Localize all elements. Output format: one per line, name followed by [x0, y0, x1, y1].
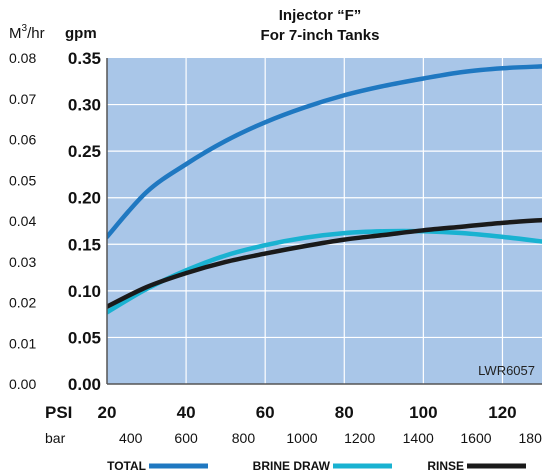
m3-tick-label: 0.07: [9, 91, 36, 107]
m3-tick-label: 0.00: [9, 376, 36, 392]
gpm-tick-label: 0.20: [68, 189, 101, 208]
psi-tick-label: 100: [409, 403, 437, 422]
gpm-tick-label: 0.00: [68, 375, 101, 394]
m3-tick-label: 0.08: [9, 50, 36, 66]
psi-tick-label: 80: [335, 403, 354, 422]
y-unit-gpm-label: gpm: [65, 25, 97, 42]
bar-tick-label: 800: [232, 430, 256, 446]
psi-tick-label: 40: [177, 403, 196, 422]
chart-title-line-2: For 7-inch Tanks: [261, 27, 380, 44]
axis-ticks: 0.00 0.05 0.10 0.15 0.20 0.25 0.30 0.35 0.00 0.01…: [9, 49, 542, 446]
legend: TOTAL BRINE DRAW RINSE: [107, 459, 526, 473]
gpm-tick-label: 0.35: [68, 49, 101, 68]
bar-tick-label: 1000: [286, 430, 317, 446]
legend-label-rinse: RINSE: [427, 459, 464, 473]
bar-tick-label: 1600: [460, 430, 491, 446]
psi-tick-label: 120: [488, 403, 516, 422]
x-axis-name-psi: PSI: [45, 403, 72, 422]
bar-tick-label: 1400: [403, 430, 434, 446]
m3-tick-label: 0.03: [9, 254, 36, 270]
m3-tick-label: 0.01: [9, 335, 36, 351]
legend-label-total: TOTAL: [107, 459, 146, 473]
series-line-rinse: [107, 217, 542, 309]
gpm-tick-label: 0.10: [68, 282, 101, 301]
m3-tick-label: 0.04: [9, 213, 36, 229]
bar-tick-label: 600: [174, 430, 198, 446]
chart-title-line-1: Injector “F”: [279, 7, 362, 24]
m3-tick-label: 0.05: [9, 172, 36, 188]
gpm-tick-label: 0.25: [68, 142, 101, 161]
series-lines: [107, 64, 542, 315]
gpm-tick-label: 0.05: [68, 328, 101, 347]
bar-tick-label: 1800: [519, 430, 542, 446]
psi-tick-label: 20: [98, 403, 117, 422]
series-line-brine-draw: [107, 228, 542, 315]
x-axis-name-bar: bar: [45, 430, 66, 446]
gpm-tick-label: 0.15: [68, 235, 101, 254]
gpm-tick-label: 0.30: [68, 96, 101, 115]
y-unit-m3-label: M3/hr: [9, 23, 45, 42]
chart-code-label: LWR6057: [478, 363, 535, 378]
grid-lines: [107, 58, 542, 384]
bar-tick-label: 400: [119, 430, 143, 446]
series-line-total: [107, 64, 542, 240]
psi-tick-label: 60: [256, 403, 275, 422]
m3-tick-label: 0.02: [9, 295, 36, 311]
legend-label-brine-draw: BRINE DRAW: [253, 459, 331, 473]
bar-tick-label: 1200: [344, 430, 375, 446]
plot-area: [107, 58, 542, 384]
m3-tick-label: 0.06: [9, 132, 36, 148]
